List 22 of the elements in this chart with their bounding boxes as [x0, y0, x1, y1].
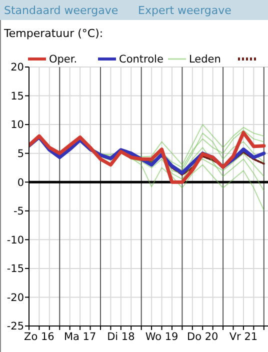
- y-tick-label: -5: [14, 206, 24, 218]
- y-tick-label: -20: [6, 292, 24, 304]
- text: Expert weergave: [138, 4, 232, 17]
- chart-title: Temperatuur (°C):: [3, 27, 104, 40]
- x-tick-label: Zo 16: [24, 331, 55, 343]
- x-tick-label: Do 20: [187, 331, 218, 343]
- legend-label: Leden: [189, 54, 221, 66]
- y-tick-label: 10: [10, 119, 24, 132]
- legend-label: Controle: [119, 54, 164, 66]
- legend-label: Oper.: [49, 54, 78, 66]
- y-tick-label: -25: [6, 320, 24, 333]
- y-tick-label: 5: [17, 148, 24, 160]
- x-tick-label: Di 18: [107, 331, 135, 343]
- y-tick-label: -15: [6, 263, 24, 276]
- y-tick-label: 15: [10, 90, 24, 102]
- x-tick-label: Wo 19: [145, 331, 178, 343]
- y-tick-label: 20: [10, 62, 24, 74]
- text: Standaard weergave: [4, 4, 118, 17]
- x-tick-label: Ma 17: [64, 331, 96, 343]
- y-tick-label: 0: [17, 176, 24, 189]
- y-tick-label: -10: [6, 234, 24, 246]
- x-tick-label: Vr 21: [229, 331, 258, 343]
